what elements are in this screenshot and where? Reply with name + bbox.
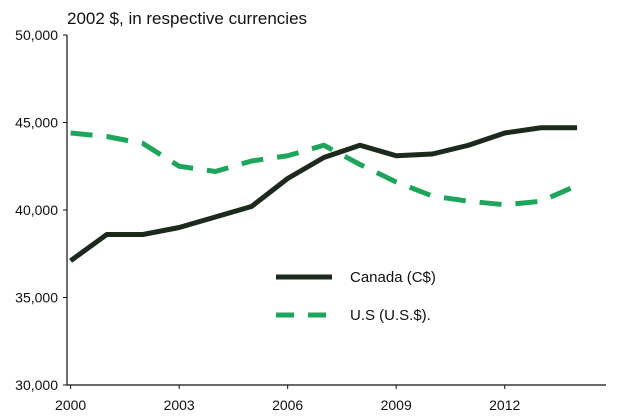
y-tick-label: 50,000 [15,27,58,43]
legend: Canada (C$) U.S (U.S.$). [276,269,436,324]
x-tick-label: 2009 [381,397,412,413]
chart-title: 2002 $, in respective currencies [67,9,307,28]
us-series-line [70,130,579,208]
y-axis-ticks: 50,000 45,000 40,000 35,000 30,000 [15,27,67,393]
x-tick-label: 2006 [272,397,303,413]
y-tick-label: 45,000 [15,115,58,131]
series-layer [69,125,579,263]
axes [66,35,606,386]
legend-label-us: U.S (U.S.$). [350,307,431,324]
x-tick-label: 2000 [55,397,86,413]
y-tick-label: 35,000 [15,290,58,306]
y-tick-label: 30,000 [15,377,58,393]
legend-label-canada: Canada (C$) [350,269,436,286]
y-tick-label: 40,000 [15,202,58,218]
x-tick-label: 2012 [489,397,520,413]
x-tick-label: 2003 [164,397,195,413]
x-axis-ticks: 2000 2003 2006 2009 2012 [55,385,520,413]
